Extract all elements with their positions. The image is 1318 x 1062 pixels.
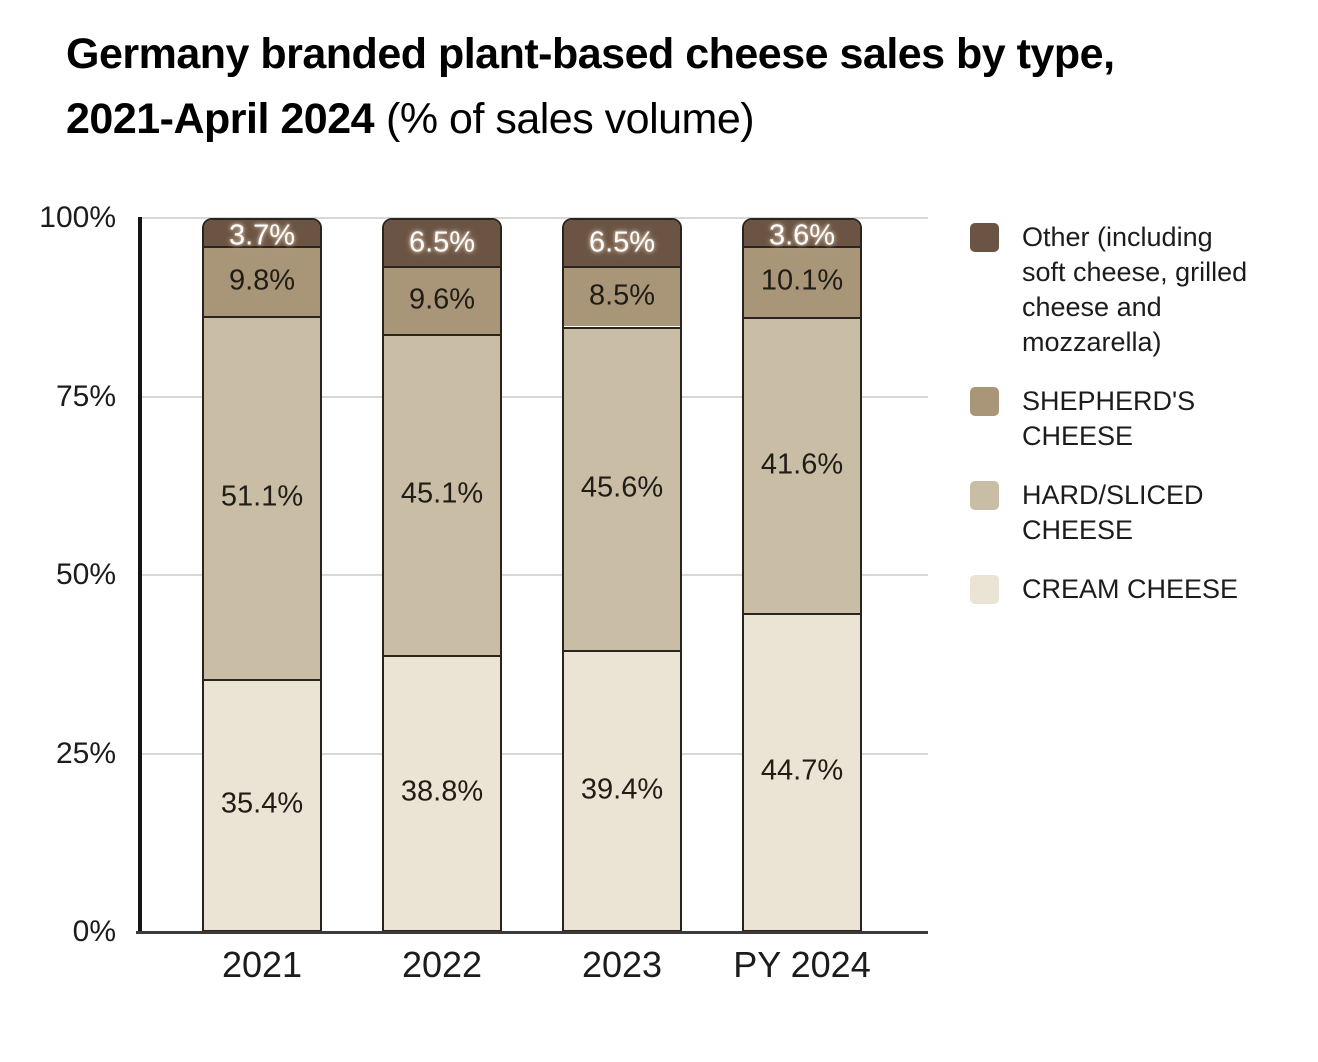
x-tick-2023: 2023 [581,944,663,985]
value-label-2023-0: 6.5% [588,226,656,259]
legend-label: CREAM CHEESE [1022,572,1238,607]
bar-2023: 6.5% 8.5% 45.6% 39.4% [562,218,682,932]
y-tick-25%: 25% [55,736,116,770]
segment-PY 2024-2 [744,317,860,613]
x-tick-PY 2024: PY 2024 [733,944,871,985]
segment-2022-3 [384,654,500,930]
bar-PY 2024: 3.6% 10.1% 41.6% 44.7% [742,218,862,932]
legend-color-swatch [970,481,999,510]
segment-2021-1 [204,246,320,316]
gridline-75% [140,395,928,398]
value-label-2021-3: 35.4% [220,787,304,820]
segment-2023-3 [564,650,680,930]
chart-title-line1-bold: Germany branded plant-based cheese sales… [66,30,1115,78]
value-label-PY 2024-1: 10.1% [760,264,844,297]
chart-title-line2: 2021-April 2024 (% of sales volume) [66,87,1266,152]
value-label-2022-3: 38.8% [400,775,484,808]
legend-color-swatch [970,387,999,416]
value-label-2023-3: 39.4% [580,773,664,806]
y-axis-labels: 0% 25% 50% 75% 100% [0,201,116,948]
legend-label: HARD/SLICED CHEESE [1022,478,1204,548]
y-axis-line [138,217,142,933]
segment-2023-1 [564,266,680,327]
y-tick-100%: 100% [39,201,116,234]
legend-item-3: CREAM CHEESE [970,572,1300,607]
legend-label-line: mozzarella) [1022,327,1162,357]
chart-title: Germany branded plant-based cheese sales… [66,22,1266,152]
legend-label-line: HARD/SLICED [1022,480,1204,510]
value-label-2022-2: 45.1% [400,477,484,510]
legend-item-1: SHEPHERD'S CHEESE [970,384,1300,454]
x-tick-2022: 2022 [401,944,483,985]
legend-label-line: CHEESE [1022,421,1134,451]
chart-title-line2-bold: 2021-April 2024 [66,95,375,143]
legend-label-line: CHEESE [1022,515,1134,545]
segment-2023-2 [564,326,680,651]
x-tick-2021: 2021 [221,944,303,985]
legend-label-line: Other (including [1022,222,1213,252]
value-label-2022-0: 6.5% [408,226,476,259]
legend-color-swatch [970,223,999,252]
segment-2021-0 [204,220,320,247]
bar-2021: 3.7% 9.8% 51.1% 35.4% [202,218,322,932]
value-label-2023-2: 45.6% [580,471,664,504]
value-label-2021-1: 9.8% [228,264,296,297]
x-axis-labels: 2021 2022 2023 PY 2024 [140,944,926,994]
gridline-100% [140,217,928,219]
segment-2022-2 [384,334,500,655]
segment-PY 2024-1 [744,245,860,318]
legend-label: SHEPHERD'S CHEESE [1022,384,1195,454]
segment-2022-0 [384,220,500,267]
legend-label-line: SHEPHERD'S [1022,386,1196,416]
segment-2023-0 [564,220,680,267]
value-label-PY 2024-3: 44.7% [760,754,844,787]
y-tick-50%: 50% [55,558,116,591]
value-label-2021-2: 51.1% [220,480,304,513]
legend-label-line: CREAM CHEESE [1022,574,1239,604]
value-label-2023-1: 8.5% [588,279,656,312]
value-label-PY 2024-0: 3.6% [768,219,836,252]
segment-PY 2024-3 [744,612,860,930]
legend: Other (including soft cheese, grilled chee… [970,220,1300,631]
y-tick-75%: 75% [55,379,116,413]
legend-label-line: cheese and [1022,292,1162,322]
legend-color-swatch [970,575,999,604]
segment-2021-3 [204,678,320,930]
legend-label-line: soft cheese, grilled [1022,257,1248,287]
legend-label: Other (including soft cheese, grilled chee… [1022,220,1247,360]
gridline-50% [140,574,928,576]
x-axis-line [136,931,928,934]
segment-PY 2024-0 [744,220,860,246]
value-label-2021-0: 3.7% [228,219,296,252]
y-tick-0%: 0% [72,915,116,948]
chart-title-line1: Germany branded plant-based cheese sales… [66,22,1266,87]
value-label-PY 2024-2: 41.6% [760,448,844,481]
segment-2022-1 [384,266,500,335]
chart-subtitle: (% of sales volume) [386,95,755,143]
legend-item-0: Other (including soft cheese, grilled chee… [970,220,1300,360]
value-label-2022-1: 9.6% [408,283,476,316]
legend-item-2: HARD/SLICED CHEESE [970,478,1300,548]
bar-2022: 6.5% 9.6% 45.1% 38.8% [382,218,502,932]
plot-area: 3.7% 9.8% 51.1% 35.4% 6.5% 9.6% 45.1% 38.8% 6.5%… [136,217,928,934]
gridline-25% [140,752,928,755]
segment-2021-2 [204,315,320,679]
